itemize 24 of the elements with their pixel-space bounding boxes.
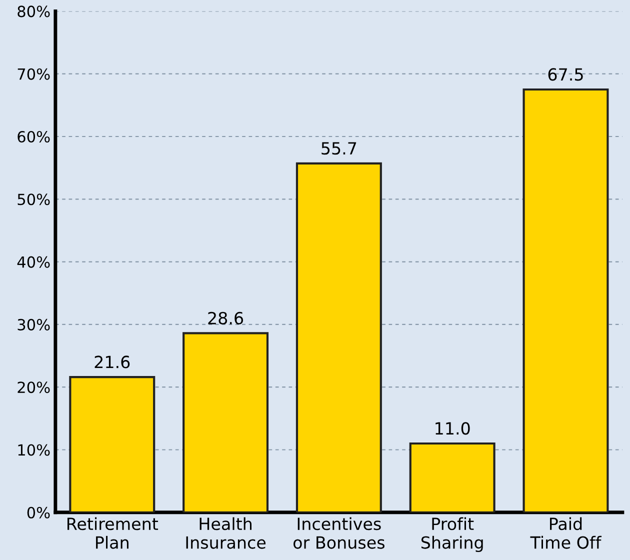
x-tick-label: Profit Sharing (421, 517, 483, 552)
y-tick-label: 80% (18, 6, 50, 18)
bar (182, 332, 269, 512)
data-label: 55.7 (322, 142, 356, 155)
y-tick-label: 40% (17, 256, 50, 268)
x-tick-label: Paid Time Off (530, 517, 602, 549)
y-tick-label: 60% (18, 130, 50, 143)
bar (522, 88, 609, 512)
data-label: 67.5 (548, 68, 583, 81)
x-tick-label: Retirement Plan (67, 517, 158, 549)
y-tick-label: 70% (18, 68, 50, 80)
bar (296, 162, 382, 512)
bar (69, 376, 156, 512)
data-label: 11.0 (436, 422, 470, 435)
x-tick-label: Health Insurance (186, 517, 266, 549)
y-tick-label: 20% (18, 382, 50, 394)
data-label: 21.6 (94, 356, 130, 368)
bar (409, 442, 496, 512)
y-tick-label: 30% (18, 318, 50, 330)
y-tick-label: 0% (27, 506, 50, 518)
y-tick-label: 10% (18, 444, 50, 456)
data-label: 28.6 (208, 312, 244, 324)
x-tick-label: Incentives or Bonuses (293, 517, 384, 549)
y-tick-label: 50% (18, 194, 50, 206)
